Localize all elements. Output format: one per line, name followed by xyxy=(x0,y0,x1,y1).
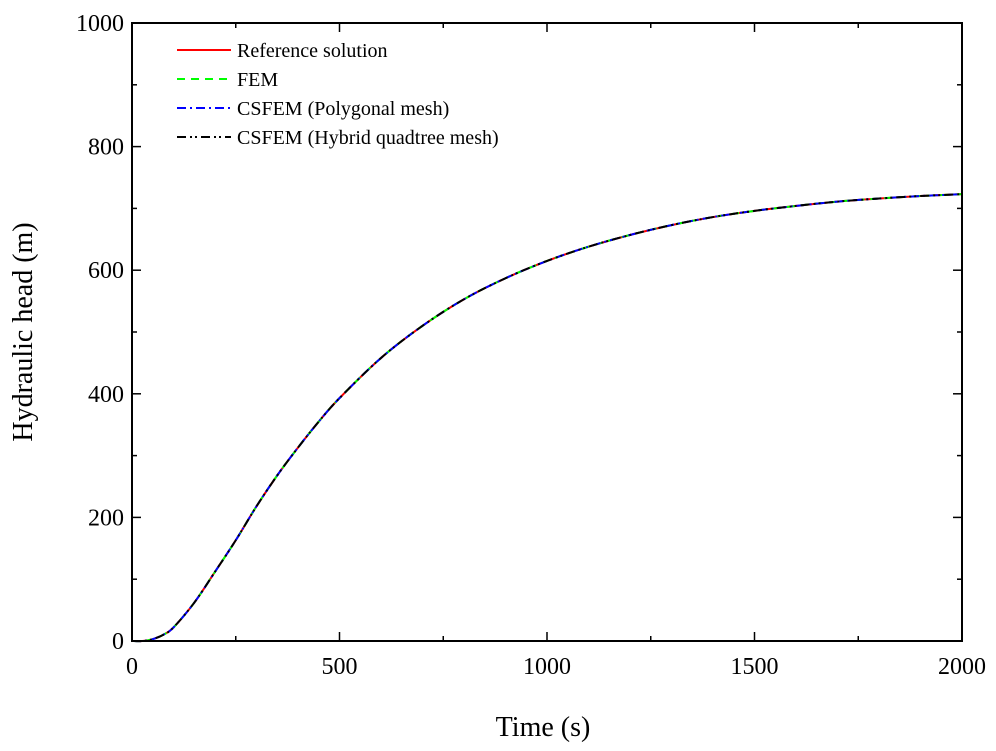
x-tick-label: 500 xyxy=(322,654,358,680)
legend-label-1: Reference solution xyxy=(237,40,388,62)
y-tick-label: 1000 xyxy=(76,11,124,37)
y-axis-label: Hydraulic head (m) xyxy=(8,222,39,441)
y-tick-label: 800 xyxy=(88,135,124,161)
x-tick-label: 0 xyxy=(126,654,138,680)
x-tick-label: 1500 xyxy=(731,654,779,680)
legend: Reference solution FEM CSFEM (Polygonal me… xyxy=(177,40,499,149)
legend-label-4: CSFEM (Hybrid quadtree mesh) xyxy=(237,127,499,149)
axis-ticks: 0 500 1000 1500 2000 0 200 400 600 800 1000 xyxy=(76,11,986,680)
y-tick-label: 400 xyxy=(88,382,124,408)
series-line-4 xyxy=(131,193,963,643)
y-tick-label: 600 xyxy=(88,258,124,284)
plot-frame xyxy=(131,22,963,642)
x-tick-label: 1000 xyxy=(523,654,571,680)
y-tick-label: 0 xyxy=(112,629,124,655)
y-tick-label: 200 xyxy=(88,505,124,531)
x-axis-label: Time (s) xyxy=(496,712,591,743)
legend-label-2: FEM xyxy=(237,69,278,91)
x-tick-label: 2000 xyxy=(938,654,986,680)
series-lines xyxy=(131,193,963,643)
legend-label-3: CSFEM (Polygonal mesh) xyxy=(237,98,449,120)
